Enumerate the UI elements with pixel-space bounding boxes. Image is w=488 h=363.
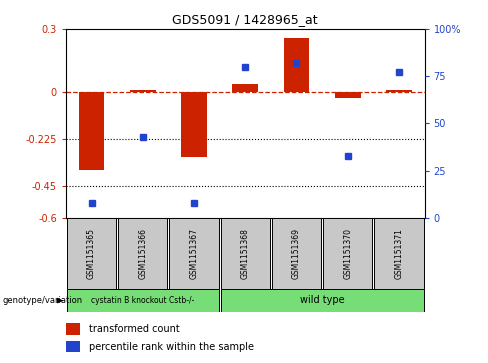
Text: percentile rank within the sample: percentile rank within the sample [89, 342, 254, 352]
Bar [374, 218, 424, 289]
Bar [118, 218, 167, 289]
Text: GSM1151366: GSM1151366 [138, 228, 147, 279]
Bar [66, 323, 80, 335]
Bar [181, 92, 207, 157]
Text: wild type: wild type [300, 295, 345, 305]
Bar [335, 92, 361, 98]
Bar [221, 218, 270, 289]
Text: GSM1151369: GSM1151369 [292, 228, 301, 279]
Bar [130, 90, 156, 92]
Text: genotype/variation: genotype/variation [2, 296, 82, 305]
Bar [284, 38, 309, 92]
Bar [272, 218, 321, 289]
Text: cystatin B knockout Cstb-/-: cystatin B knockout Cstb-/- [91, 296, 194, 305]
Bar [67, 289, 219, 312]
Bar [67, 218, 116, 289]
Text: GSM1151371: GSM1151371 [394, 228, 404, 279]
Text: GSM1151365: GSM1151365 [87, 228, 96, 279]
Bar [323, 218, 372, 289]
Text: GSM1151367: GSM1151367 [189, 228, 199, 279]
Bar [79, 92, 104, 170]
Bar [386, 90, 412, 92]
Bar [66, 341, 80, 352]
Bar [232, 83, 258, 92]
Title: GDS5091 / 1428965_at: GDS5091 / 1428965_at [172, 13, 318, 26]
Text: GSM1151370: GSM1151370 [343, 228, 352, 279]
Text: GSM1151368: GSM1151368 [241, 228, 250, 279]
Bar [221, 289, 424, 312]
Text: transformed count: transformed count [89, 324, 180, 334]
Bar [169, 218, 219, 289]
